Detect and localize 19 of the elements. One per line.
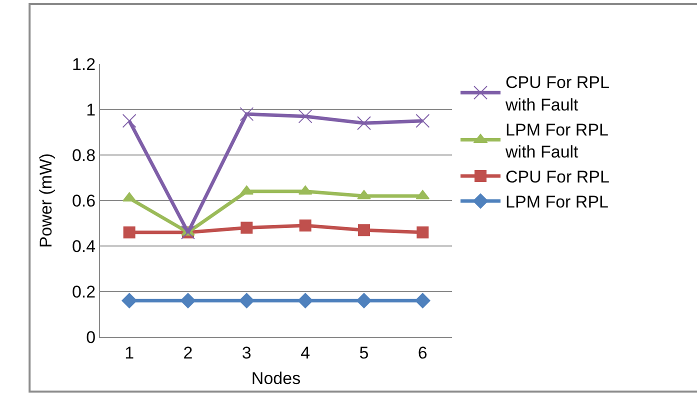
x-tick-label: 2 [183,343,193,362]
y-axis-title: Power (mW) [36,153,56,248]
x-tick-label: 1 [124,343,134,362]
x-axis-title: Nodes [251,368,301,388]
x-tick-label: 3 [242,343,252,362]
legend-label: LPM For RPL with Fault [504,120,609,162]
y-tick-label: 0.4 [72,236,96,256]
legend-label: CPU For RPL [506,168,610,187]
y-tick-label: 1.2 [72,54,96,74]
legend-label: LPM For RPL [506,192,609,212]
y-tick-label: 0.8 [72,146,96,165]
x-tick-label: 4 [300,343,310,362]
y-tick-label: 1 [86,100,96,120]
legend-label: CPU For RPL with Fault [504,73,610,114]
x-tick-label: 6 [418,343,428,362]
y-tick-label: 0.2 [72,282,96,302]
y-tick-label: 0 [86,328,96,347]
y-tick-label: 0.6 [72,191,96,210]
x-tick-label: 5 [359,343,369,362]
